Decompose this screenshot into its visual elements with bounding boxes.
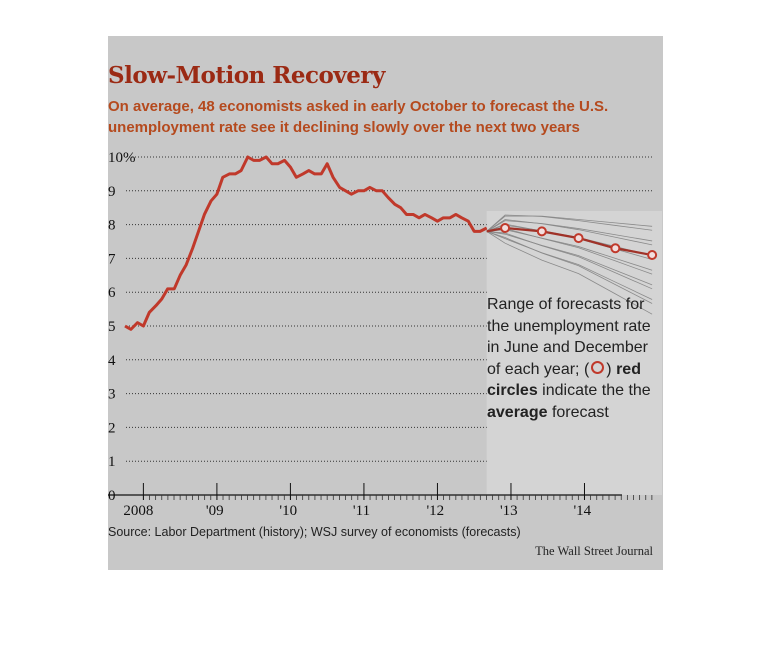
legend-average: average	[487, 403, 548, 421]
forecast-line	[486, 215, 653, 232]
x-tick-label: '09	[206, 503, 224, 519]
y-axis: 0 1 2 3 4 5 6 7 8 9 10%	[108, 150, 136, 504]
chart-panel: 0 1 2 3 4 5 6 7 8 9 10% 2008 '09 '10 '11 '12 '13 '14 Slo…	[108, 36, 663, 570]
legend-text-3: indicate the the	[537, 382, 651, 399]
x-tick-label: '13	[500, 503, 518, 519]
source-note: Source: Labor Department (history); WSJ …	[108, 525, 521, 539]
average-forecast-point	[573, 233, 584, 244]
x-tick-label: 2008	[123, 503, 153, 519]
chart-title: Slow-Motion Recovery	[108, 62, 385, 89]
forecast-line	[486, 230, 653, 304]
legend-red-circles: red circles	[487, 360, 641, 400]
legend-text-2: )	[606, 360, 617, 378]
chart-canvas: 0 1 2 3 4 5 6 7 8 9 10% 2008 '09 '10 '11 '12 '13 '14	[108, 150, 662, 519]
forecast-line	[486, 230, 653, 300]
forecast-band-area	[486, 211, 662, 495]
y-tick-label: 0	[108, 488, 116, 504]
y-tick-label: 8	[108, 218, 116, 234]
y-tick-label: 3	[108, 387, 116, 403]
forecast-line	[486, 214, 653, 232]
y-tick-label: 10%	[108, 150, 136, 166]
forecast-line	[486, 231, 653, 315]
chart-subtitle: On average, 48 economists asked in early…	[108, 98, 609, 136]
forecast-line	[486, 220, 653, 242]
legend-text-1: Range of forecasts for the unemployment …	[487, 296, 651, 378]
x-tick-label: '14	[573, 503, 591, 519]
average-markers	[500, 222, 658, 261]
forecast-legend: Range of forecasts for the unemployment …	[487, 294, 659, 423]
history-series-line	[124, 155, 488, 331]
average-forecast-point	[500, 222, 511, 233]
y-tick-label: 4	[108, 353, 116, 369]
x-tick-label: '10	[279, 503, 297, 519]
average-forecast-point	[647, 250, 658, 261]
grid-lines	[126, 156, 653, 462]
y-tick-label: 9	[108, 184, 116, 200]
average-forecast-point	[610, 243, 621, 254]
average-forecast-point	[536, 226, 547, 237]
y-tick-label: 7	[108, 251, 116, 267]
forecast-line	[486, 219, 653, 246]
x-tick-label: '12	[426, 503, 444, 519]
y-tick-label: 6	[108, 285, 116, 301]
x-tick-label: '11	[353, 503, 370, 519]
y-tick-label: 2	[108, 420, 116, 436]
y-tick-label: 1	[108, 454, 116, 470]
forecast-line	[486, 230, 653, 286]
forecast-line	[486, 230, 653, 290]
credit-line: The Wall Street Journal	[535, 544, 653, 558]
x-axis: 2008 '09 '10 '11 '12 '13 '14	[108, 483, 653, 519]
forecast-band	[486, 211, 662, 495]
red-circle-icon	[591, 360, 605, 374]
legend-text-4: forecast	[547, 403, 609, 421]
y-tick-label: 5	[108, 319, 116, 335]
